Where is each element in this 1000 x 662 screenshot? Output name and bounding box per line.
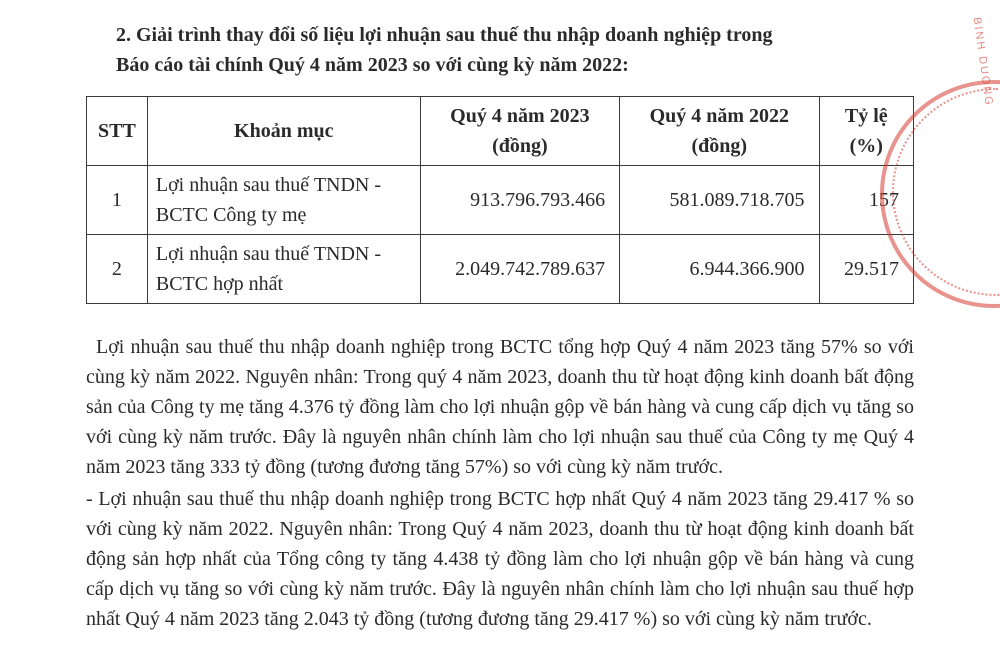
profit-table: STT Khoản mục Quý 4 năm 2023(đồng) Quý 4…: [86, 96, 914, 304]
heading-line2: Báo cáo tài chính Quý 4 năm 2023 so với …: [116, 54, 629, 76]
col-ty-le: Tỷ lệ(%): [819, 97, 914, 166]
cell-km: Lợi nhuận sau thuế TNDN - BCTC Công ty m…: [147, 166, 420, 235]
table-row: 1 Lợi nhuận sau thuế TNDN - BCTC Công ty…: [87, 166, 914, 235]
heading-line1: Giải trình thay đổi số liệu lợi nhuận sa…: [136, 24, 772, 46]
document-page: 2. Giải trình thay đổi số liệu lợi nhuận…: [0, 0, 1000, 634]
cell-q23: 913.796.793.466: [420, 166, 619, 235]
cell-stt: 1: [87, 166, 148, 235]
cell-stt: 2: [87, 235, 148, 304]
table-row: 2 Lợi nhuận sau thuế TNDN - BCTC hợp nhấ…: [87, 235, 914, 304]
section-heading: 2. Giải trình thay đổi số liệu lợi nhuận…: [116, 20, 914, 80]
table-body: 1 Lợi nhuận sau thuế TNDN - BCTC Công ty…: [87, 166, 914, 304]
cell-q22: 6.944.366.900: [620, 235, 819, 304]
cell-q23: 2.049.742.789.637: [420, 235, 619, 304]
cell-km: Lợi nhuận sau thuế TNDN - BCTC hợp nhất: [147, 235, 420, 304]
body-paragraph-1: Lợi nhuận sau thuế thu nhập doanh nghiệp…: [86, 332, 914, 482]
col-khoan-muc: Khoản mục: [147, 97, 420, 166]
cell-ty: 157: [819, 166, 914, 235]
heading-number: 2.: [116, 24, 131, 46]
cell-ty: 29.517: [819, 235, 914, 304]
col-stt: STT: [87, 97, 148, 166]
cell-q22: 581.089.718.705: [620, 166, 819, 235]
table-header: STT Khoản mục Quý 4 năm 2023(đồng) Quý 4…: [87, 97, 914, 166]
col-q4-2022: Quý 4 năm 2022(đồng): [620, 97, 819, 166]
body-paragraph-2: - Lợi nhuận sau thuế thu nhập doanh nghi…: [86, 484, 914, 634]
col-q4-2023: Quý 4 năm 2023(đồng): [420, 97, 619, 166]
